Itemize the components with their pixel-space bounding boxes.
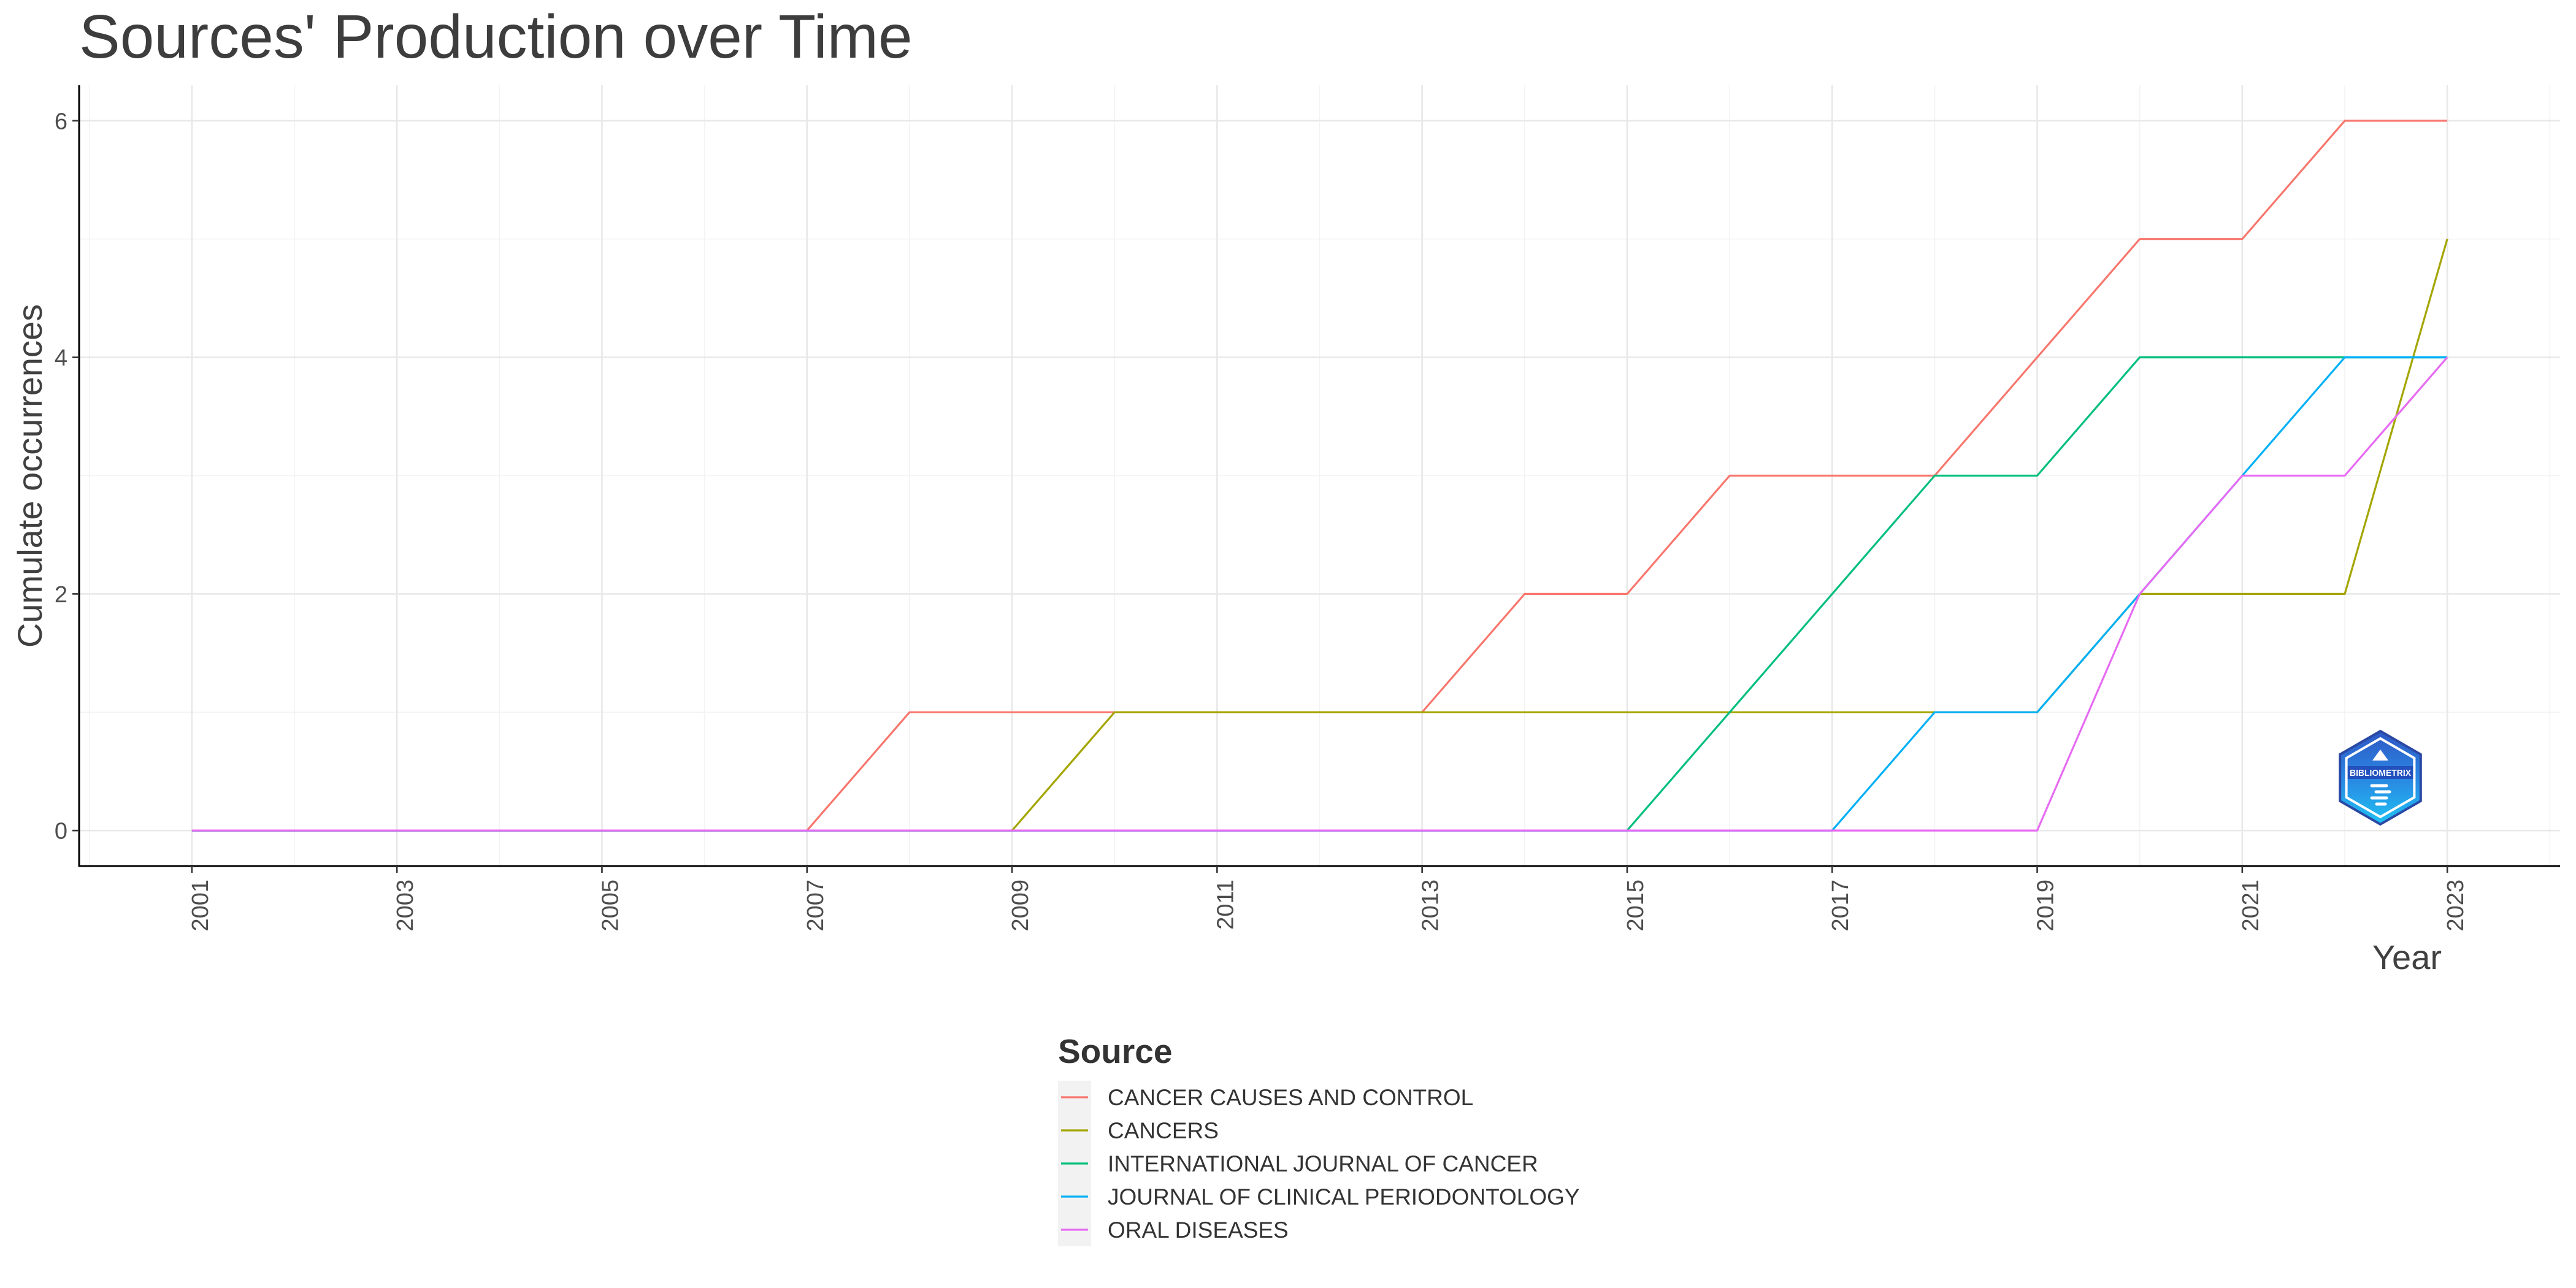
x-axis-ticks: 2001 2003 2005 2007 2009 2011 2013 2015 2017 2019… <box>188 866 2469 932</box>
legend-item-international-journal-of-cancer: INTERNATIONAL JOURNAL OF CANCER <box>1058 1147 1538 1180</box>
logo-figure-icon <box>2370 784 2391 806</box>
legend: Source CANCER CAUSES AND CONTROL CANCERS I… <box>1058 1032 1580 1246</box>
bibliometrix-logo: BIBLIOMETRIX <box>2339 729 2422 826</box>
legend-label: CANCERS <box>1108 1118 1219 1143</box>
y-tick-label: 4 <box>55 345 67 371</box>
x-tick-label: 2003 <box>393 880 418 932</box>
legend-item-oral-diseases: ORAL DISEASES <box>1058 1213 1289 1246</box>
legend-item-cancers: CANCERS <box>1058 1114 1219 1147</box>
legend-items: CANCER CAUSES AND CONTROL CANCERS INTERNAT… <box>1058 1081 1580 1246</box>
y-tick-label: 6 <box>55 109 67 135</box>
legend-label: INTERNATIONAL JOURNAL OF CANCER <box>1108 1151 1538 1176</box>
x-tick-label: 2015 <box>1623 880 1649 932</box>
x-tick-label: 2011 <box>1213 880 1238 930</box>
y-axis-ticks: 0 2 4 6 <box>55 109 79 845</box>
legend-item-journal-of-clinical-periodontology: JOURNAL OF CLINICAL PERIODONTOLOGY <box>1058 1180 1580 1213</box>
y-tick-label: 0 <box>55 819 67 845</box>
x-tick-label: 2001 <box>188 880 213 932</box>
x-tick-label: 2019 <box>2033 880 2059 932</box>
series-line-oral-diseases <box>191 356 2448 832</box>
x-tick-label: 2013 <box>1418 880 1444 932</box>
x-tick-label: 2017 <box>1828 880 1853 932</box>
legend-item-cancer-causes-and-control: CANCER CAUSES AND CONTROL <box>1058 1081 1473 1114</box>
legend-label: ORAL DISEASES <box>1108 1217 1289 1243</box>
logo-peak-icon <box>2372 749 2388 761</box>
logo-inner-border <box>2345 737 2416 819</box>
legend-title: Source <box>1058 1032 1172 1070</box>
x-tick-label: 2021 <box>2238 880 2264 932</box>
x-axis-title: Year <box>2372 938 2442 976</box>
y-tick-label: 2 <box>55 582 67 608</box>
y-axis-title: Cumulate occurrences <box>10 304 49 648</box>
logo-text: BIBLIOMETRIX <box>2350 768 2411 778</box>
legend-label: CANCER CAUSES AND CONTROL <box>1108 1085 1473 1110</box>
x-tick-label: 2009 <box>1008 880 1033 932</box>
chart-title: Sources' Production over Time <box>79 2 913 71</box>
series-lines <box>191 120 2448 832</box>
logo-band <box>2347 766 2413 779</box>
plot-panel: BIBLIOMETRIX <box>79 85 2560 866</box>
x-tick-label: 2005 <box>598 880 624 932</box>
x-tick-label: 2007 <box>803 880 829 932</box>
x-tick-label: 2023 <box>2443 880 2469 932</box>
legend-label: JOURNAL OF CLINICAL PERIODONTOLOGY <box>1108 1184 1580 1209</box>
